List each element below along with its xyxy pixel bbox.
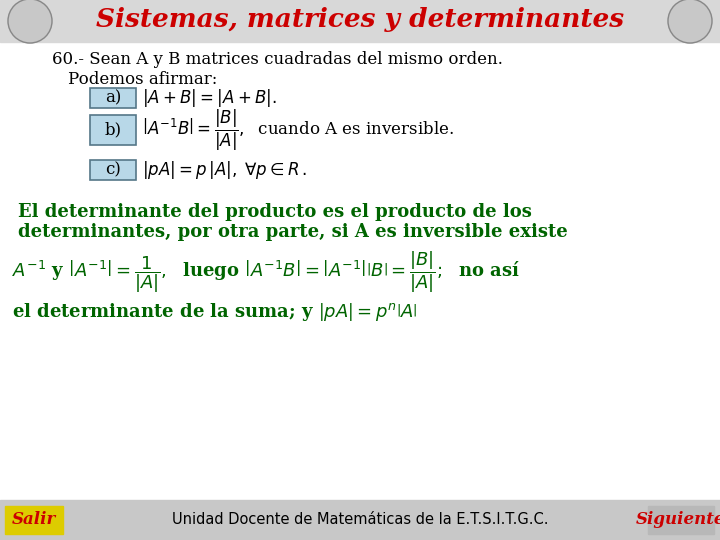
Text: Unidad Docente de Matemáticas de la E.T.S.I.T.G.C.: Unidad Docente de Matemáticas de la E.T.…	[172, 512, 548, 528]
Text: a): a)	[105, 90, 121, 106]
Text: El determinante del producto es el producto de los: El determinante del producto es el produ…	[18, 203, 532, 221]
Text: $\left|A^{-1}B\right| = \dfrac{|B|}{|A|},$  cuando A es inversible.: $\left|A^{-1}B\right| = \dfrac{|B|}{|A|}…	[142, 107, 454, 153]
Text: $A^{-1}$ y $\left|A^{-1}\right| = \dfrac{1}{|A|},$  luego $\left|A^{-1}B\right| : $A^{-1}$ y $\left|A^{-1}\right| = \dfrac…	[12, 249, 520, 295]
Text: Sistemas, matrices y determinantes: Sistemas, matrices y determinantes	[96, 6, 624, 31]
Text: determinantes, por otra parte, si A es inversible existe: determinantes, por otra parte, si A es i…	[18, 223, 568, 241]
Bar	[5, 506, 63, 534]
Bar	[90, 115, 136, 145]
Bar	[90, 88, 136, 108]
Text: el determinante de la suma; y $\left|pA\right| = p^n\left|A\right|$: el determinante de la suma; y $\left|pA\…	[12, 301, 418, 323]
Bar	[90, 160, 136, 180]
Text: $|A+B| = |A+B|.$: $|A+B| = |A+B|.$	[142, 87, 276, 109]
Bar	[648, 506, 714, 534]
Circle shape	[668, 0, 712, 43]
Text: b): b)	[104, 122, 122, 138]
Bar	[0, 0, 720, 42]
Text: $|pA| = p\,|A|, \; \forall p \in R\,.$: $|pA| = p\,|A|, \; \forall p \in R\,.$	[142, 159, 307, 181]
Text: Salir: Salir	[12, 511, 56, 529]
Text: Siguiente: Siguiente	[636, 511, 720, 529]
Text: c): c)	[105, 161, 121, 179]
Bar	[0, 500, 720, 540]
Circle shape	[8, 0, 52, 43]
Text: Podemos afirmar:: Podemos afirmar:	[68, 71, 217, 89]
Text: 60.- Sean A y B matrices cuadradas del mismo orden.: 60.- Sean A y B matrices cuadradas del m…	[52, 51, 503, 69]
